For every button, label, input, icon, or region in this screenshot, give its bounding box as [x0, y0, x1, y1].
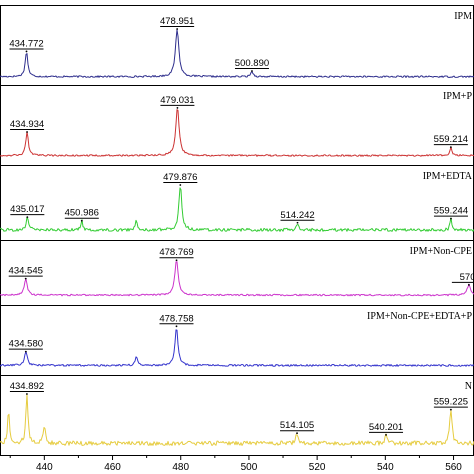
series-label: IPM+EDTA — [423, 171, 473, 182]
x-tick-label: 560 — [445, 462, 462, 473]
panel-border — [0, 85, 474, 166]
spectrum-panel: 434.934 479.031 559.214 IPM+P — [0, 85, 474, 166]
spectrum-panel: 435.017 450.986 479.876 514.242 559.244 IPM+E… — [0, 165, 474, 241]
spectrum-panel: 434.580 478.758 IPM+Non-CPE+EDTA+P — [0, 305, 474, 376]
peak-label: 540.201 — [369, 422, 403, 433]
peak-label: 434.772 — [9, 38, 43, 49]
peak-label: 434.892 — [10, 381, 44, 392]
peak-marker — [385, 433, 387, 436]
peak-marker — [251, 70, 253, 72]
peak-label: 478.769 — [159, 247, 193, 258]
peak-marker — [26, 216, 29, 219]
peak-marker — [175, 325, 178, 328]
spectrum-line — [0, 393, 474, 446]
spectrum-line — [0, 187, 474, 232]
series-label: IPM+Non-CPE — [410, 246, 472, 257]
x-tick-label: 460 — [104, 462, 121, 473]
spectrum-line — [0, 29, 474, 78]
peak-marker — [449, 146, 452, 149]
series-label: N — [465, 381, 472, 392]
peak-marker — [175, 259, 178, 262]
peak-label: 478.951 — [160, 16, 194, 27]
x-tick-label: 500 — [241, 462, 258, 473]
panel-border — [0, 5, 474, 86]
peak-label: 434.934 — [10, 119, 44, 130]
x-tick-label: 540 — [377, 462, 394, 473]
peak-marker — [24, 277, 27, 280]
x-tick-label: 440 — [36, 462, 53, 473]
peak-label: 435.017 — [10, 204, 44, 215]
spectrum-line — [0, 261, 474, 297]
peak-marker — [176, 107, 179, 109]
spectrum-panel: 434.545 478.769 570. IPM+Non-CPE — [0, 240, 474, 306]
spectrum-panel: 434.772 478.951 500.890 IPM — [0, 5, 474, 86]
series-label: IPM+P — [443, 91, 472, 102]
peak-marker — [26, 393, 28, 395]
peak-marker — [26, 131, 28, 133]
peak-marker — [450, 217, 452, 220]
peak-marker — [296, 432, 298, 435]
peak-label: 514.105 — [280, 420, 314, 431]
spectrum-panel: 434.892 514.105 540.201 559.225 N — [0, 375, 474, 456]
peak-label: 450.986 — [65, 208, 99, 219]
series-label: IPM — [454, 11, 472, 22]
spectrum-line — [0, 329, 474, 367]
peak-marker — [25, 50, 28, 53]
series-label: IPM+Non-CPE+EDTA+P — [367, 311, 472, 322]
peak-marker — [24, 350, 27, 353]
x-tick-label: 480 — [172, 462, 189, 473]
peak-label: 478.758 — [159, 313, 193, 324]
peak-label: 570. — [460, 272, 474, 283]
peak-label: 434.545 — [9, 266, 43, 277]
x-tick-label: 520 — [309, 462, 326, 473]
peak-marker — [80, 219, 83, 222]
spectrum-line — [0, 109, 474, 157]
peak-label: 514.242 — [280, 210, 314, 221]
peak-marker — [467, 283, 470, 286]
peak-label: 500.890 — [235, 58, 269, 69]
peak-label: 479.031 — [160, 95, 194, 106]
panels: 434.772 478.951 500.890 IPM 434.934 479.031 55… — [0, 5, 474, 456]
peak-marker — [296, 221, 299, 224]
peak-marker — [176, 28, 179, 30]
peak-label: 479.876 — [163, 172, 197, 183]
peak-label: 559.225 — [434, 397, 468, 408]
peak-marker — [179, 184, 182, 186]
x-axis: 440 460 480 500 520 540 560 — [9, 455, 462, 473]
peak-label: 559.214 — [434, 134, 468, 145]
peak-label: 434.580 — [9, 339, 43, 350]
peak-label: 559.244 — [434, 206, 468, 217]
peak-marker — [449, 408, 452, 411]
